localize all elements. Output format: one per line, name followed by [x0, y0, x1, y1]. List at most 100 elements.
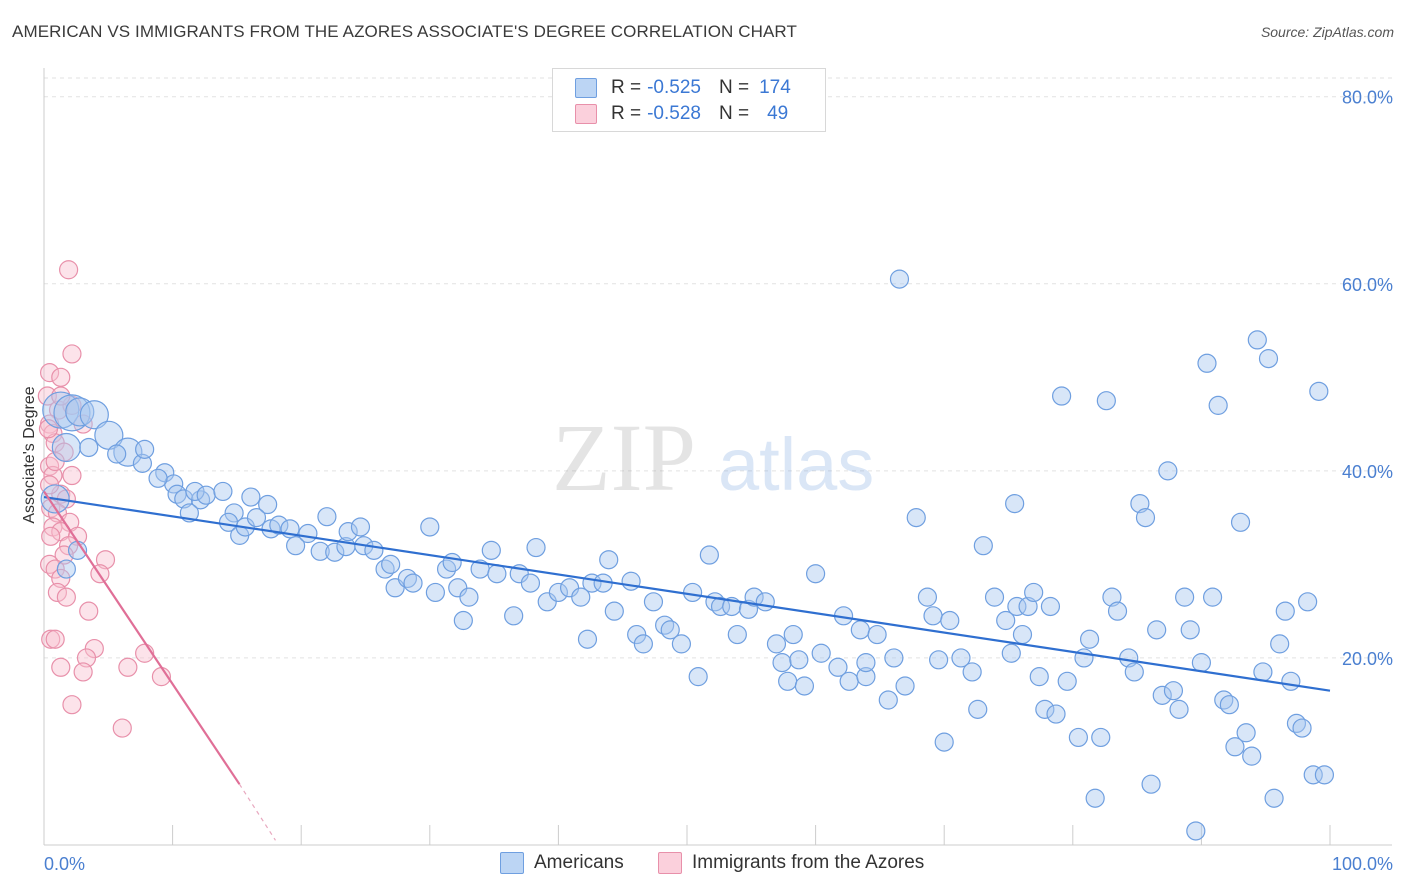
americans-point	[1242, 746, 1262, 766]
americans-point	[350, 517, 371, 537]
americans-point	[1225, 737, 1245, 757]
americans-point	[571, 587, 591, 607]
americans-point	[755, 592, 775, 612]
americans-point	[660, 620, 680, 640]
azores-point	[59, 260, 79, 280]
y-tick-label: 80.0%	[1342, 88, 1393, 108]
x-tick-label: 100.0%	[1332, 854, 1393, 874]
americans-trend-line	[43, 495, 1331, 692]
americans-point	[917, 587, 938, 607]
bottom-swatch-americans	[500, 852, 524, 874]
bottom-legend: Americans Immigrants from the Azores	[0, 852, 1406, 878]
americans-point	[213, 481, 233, 502]
americans-point	[1298, 592, 1318, 612]
americans-point	[984, 587, 1005, 607]
azores-point	[41, 629, 61, 649]
azores-point	[41, 526, 61, 546]
americans-point	[132, 453, 153, 473]
americans-point	[783, 624, 803, 645]
americans-point	[895, 676, 915, 696]
americans-point	[107, 444, 127, 464]
azores-point	[59, 536, 79, 556]
source-label: Source: ZipAtlas.com	[1260, 24, 1394, 40]
azores-point	[45, 629, 65, 649]
americans-point	[481, 540, 501, 560]
azores-point	[37, 386, 57, 406]
americans-point	[185, 481, 205, 502]
americans-point	[1202, 587, 1223, 607]
americans-point	[1230, 512, 1251, 532]
americans-point	[951, 648, 971, 668]
americans-point	[828, 657, 848, 677]
azores-point	[79, 601, 99, 621]
americans-point	[1219, 695, 1239, 715]
americans-point	[867, 624, 887, 645]
americans-point	[744, 587, 764, 607]
americans-point	[537, 592, 557, 612]
americans-point	[1275, 601, 1295, 621]
bottom-legend-azores-label: Immigrants from the Azores	[692, 852, 925, 873]
americans-point	[1091, 727, 1111, 748]
bottom-legend-americans: Americans	[500, 852, 624, 874]
azores-point	[51, 386, 71, 406]
americans-point	[453, 610, 473, 631]
americans-point	[850, 620, 870, 640]
americans-point	[1247, 330, 1267, 350]
legend-row-americans: R = -0.525 N = 174	[575, 77, 791, 99]
americans-point	[973, 536, 993, 556]
legend-n-label: N =	[718, 77, 750, 98]
watermark-zip: ZIP	[552, 404, 696, 511]
legend-r-value: -0.528	[647, 103, 701, 124]
americans-point	[778, 671, 798, 691]
americans-point	[1270, 634, 1290, 654]
americans-point	[224, 503, 244, 523]
americans-point	[929, 650, 949, 670]
americans-point	[196, 485, 216, 505]
azores-trend-extension	[238, 783, 276, 841]
azores-point	[39, 363, 60, 383]
americans-point	[1068, 727, 1088, 748]
bottom-legend-americans-label: Americans	[534, 852, 624, 873]
americans-point	[1169, 699, 1189, 719]
americans-point	[1292, 718, 1312, 738]
americans-point	[1012, 624, 1033, 645]
americans-point	[878, 690, 898, 710]
watermark-atlas: atlas	[718, 423, 874, 506]
americans-point	[772, 653, 792, 673]
americans-point	[1258, 349, 1279, 369]
americans-point	[338, 522, 358, 542]
azores-point	[62, 344, 82, 364]
legend-n-value: 174	[759, 77, 791, 98]
americans-point	[269, 515, 289, 535]
americans-point	[794, 676, 815, 696]
americans-point	[710, 596, 731, 617]
americans-point	[884, 648, 904, 668]
watermark: ZIP atlas	[552, 404, 874, 511]
americans-point	[1191, 653, 1212, 673]
americans-point	[1197, 353, 1217, 373]
americans-point	[520, 573, 541, 593]
americans-point	[1236, 723, 1256, 743]
azores-point	[118, 657, 138, 677]
legend: R = -0.525 N = 174 R = -0.528 N = 49	[552, 68, 826, 132]
americans-point	[923, 606, 943, 626]
americans-point	[459, 587, 479, 607]
americans-point	[559, 578, 580, 598]
americans-points	[40, 269, 1335, 841]
americans-point	[811, 643, 831, 663]
americans-point	[1175, 587, 1195, 607]
y-tick-label: 60.0%	[1342, 275, 1393, 295]
americans-point	[1141, 774, 1161, 794]
americans-point	[856, 667, 876, 687]
americans-point	[526, 537, 546, 558]
americans-point	[135, 439, 155, 459]
americans-point	[1253, 662, 1273, 682]
americans-point	[889, 269, 910, 289]
americans-point	[643, 592, 664, 612]
americans-point	[599, 550, 619, 570]
legend-r-label: R =	[611, 77, 642, 98]
azores-point	[47, 582, 68, 603]
americans-point	[1005, 493, 1025, 514]
americans-point	[51, 432, 81, 463]
